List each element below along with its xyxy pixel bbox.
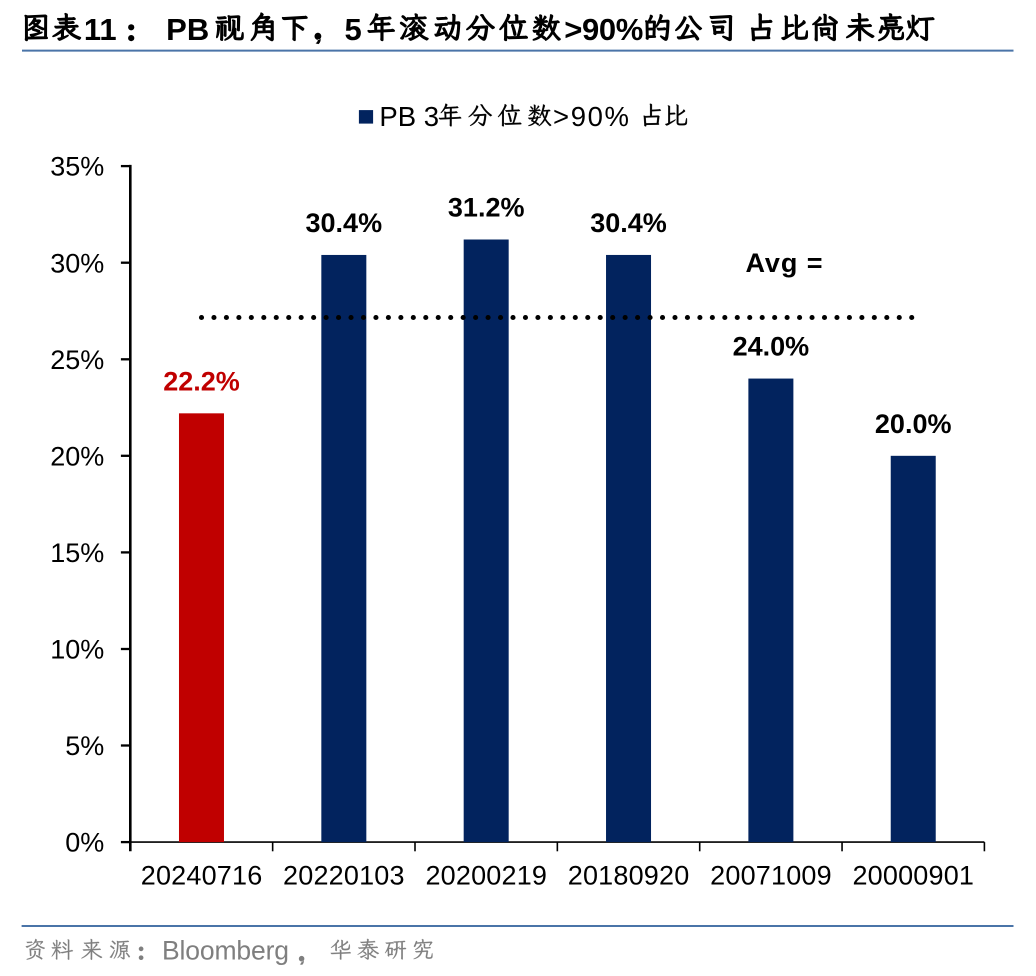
svg-text:20180920: 20180920	[568, 861, 690, 891]
svg-text:25%: 25%	[50, 345, 104, 375]
svg-text:Bloomberg: Bloomberg	[162, 936, 289, 966]
svg-text:Avg =: Avg =	[746, 248, 823, 278]
svg-text:20000901: 20000901	[852, 861, 974, 891]
svg-text:0%: 0%	[65, 828, 104, 858]
svg-text:22.2%: 22.2%	[163, 366, 240, 396]
svg-text:24.0%: 24.0%	[733, 332, 810, 362]
svg-text:30.4%: 30.4%	[306, 208, 383, 238]
svg-text:5%: 5%	[65, 731, 104, 761]
svg-text:30%: 30%	[50, 248, 104, 278]
svg-text:20220103: 20220103	[283, 861, 405, 891]
svg-text:11: 11	[84, 12, 117, 47]
svg-text:20200219: 20200219	[425, 861, 547, 891]
svg-text:31.2%: 31.2%	[448, 193, 525, 223]
svg-text:30.4%: 30.4%	[590, 208, 667, 238]
svg-text:20.0%: 20.0%	[875, 409, 952, 439]
svg-text:PB: PB	[166, 12, 209, 47]
svg-text:20071009: 20071009	[710, 861, 832, 891]
svg-text:>90%: >90%	[564, 12, 643, 47]
svg-text:20240716: 20240716	[141, 861, 263, 891]
svg-text:20%: 20%	[50, 441, 104, 471]
svg-text:>90%: >90%	[553, 101, 629, 132]
svg-text:10%: 10%	[50, 635, 104, 665]
svg-text:PB 3: PB 3	[379, 101, 439, 132]
svg-text:35%: 35%	[50, 152, 104, 182]
svg-text:5: 5	[344, 12, 361, 47]
svg-text:15%: 15%	[50, 538, 104, 568]
